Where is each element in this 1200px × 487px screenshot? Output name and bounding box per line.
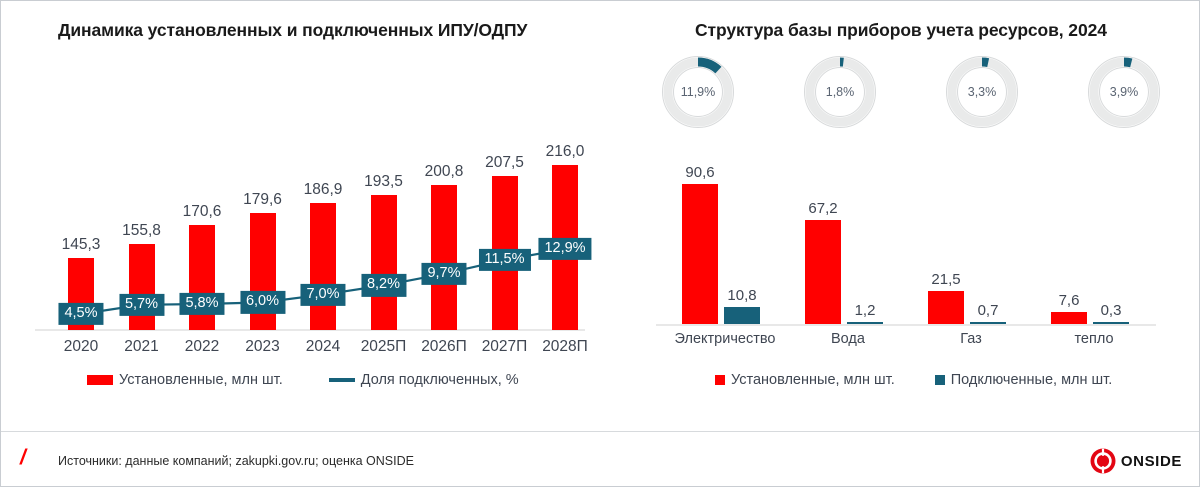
x-axis-label: 2027П <box>481 338 528 355</box>
legend-item-connected-right: Подключенные, млн шт. <box>934 372 1113 388</box>
legend-label-installed: Установленные, млн шт. <box>119 372 283 388</box>
category-label: Газ <box>960 331 982 347</box>
connected-bar: 0,3 <box>1093 302 1129 324</box>
donut-value-label: 1,8% <box>825 85 855 99</box>
connected-share-value-label: 5,7% <box>118 293 165 316</box>
x-axis-label: 2020 <box>63 338 99 355</box>
donut-ring-icon <box>662 56 734 128</box>
bar-value-label: 155,8 <box>122 222 161 240</box>
bar-value-label: 21,5 <box>931 270 961 288</box>
donut-gauge: 3,3% <box>945 55 1019 129</box>
legend-label-installed-right: Установленные, млн шт. <box>731 372 895 388</box>
bar-value-label: 179,6 <box>243 190 282 208</box>
onside-logo: ONSIDE <box>1090 448 1182 474</box>
left-chart-axis <box>35 329 585 331</box>
donut-value-label: 11,9% <box>680 85 716 99</box>
teal-square-swatch-icon <box>934 375 945 385</box>
connected-bar: 0,7 <box>970 302 1006 324</box>
bar-value-label: 170,6 <box>182 202 222 220</box>
x-axis-label: 2023 <box>245 338 280 355</box>
left-chart-x-labels: 2020 2021 2022 2023 2024 2025П 2026П 2027П 2028П <box>31 56 591 396</box>
right-chart-category-labels: Электричество Вода Газ тепло <box>656 141 1156 347</box>
connected-share-value-label: 7,0% <box>300 283 346 306</box>
bar-value-label: 90,6 <box>685 164 715 181</box>
x-axis-label: 2025П <box>360 338 407 355</box>
connected-share-value-label: 8,2% <box>360 274 407 297</box>
connected-share-value-label: 11,5% <box>478 248 531 271</box>
legend-label-connected-right: Подключенные, млн шт. <box>950 372 1113 388</box>
category-label: Вода <box>831 331 865 347</box>
installed-bar: 7,6 <box>1051 292 1087 324</box>
teal-line-swatch-icon <box>328 378 355 382</box>
legend-item-installed-right: Установленные, млн шт. <box>715 372 895 388</box>
donut-value-label: 3,9% <box>1109 85 1139 99</box>
donut-gauge: 3,9% <box>1087 55 1161 129</box>
legend-label-connected-share: Доля подключенных, % <box>360 372 519 388</box>
x-axis-label: 2021 <box>124 338 159 355</box>
category-label: тепло <box>1074 331 1114 347</box>
bar-value-label: 216,0 <box>545 143 585 160</box>
x-axis-label: 2026П <box>421 338 467 355</box>
connected-share-value-label: 9,7% <box>421 262 467 285</box>
source-note: Источники: данные компаний; zakupki.gov.… <box>58 454 414 468</box>
bar-value-label: 1,2 <box>854 302 876 319</box>
brand-slash-mark: / <box>20 446 26 469</box>
right-chart-axis <box>656 324 1156 326</box>
legend-item-installed: Установленные, млн шт. <box>87 372 283 388</box>
connected-bar: 10,8 <box>724 287 760 324</box>
right-chart-legend: Установленные, млн шт. Подключенные, млн… <box>715 372 1112 388</box>
connected-share-value-label: 12,9% <box>538 237 592 261</box>
bar-value-label: 0,7 <box>977 302 999 319</box>
x-axis-label: 2024 <box>305 338 341 355</box>
connected-bar: 1,2 <box>847 302 883 324</box>
red-bar-swatch-icon <box>87 375 113 385</box>
right-grouped-bar-chart: 90,6 10,8 67,2 1,2 21,5 0,7 7,6 0,3 Электричест… <box>656 141 1156 347</box>
installed-bar: 21,5 <box>928 271 964 324</box>
left-chart-percent-labels: 4,5% 5,7% 5,8% 6,0% 7,0% 8,2% 9,7% 11,5% 12,9% <box>31 56 592 396</box>
bar-value-label: 200,8 <box>424 162 464 180</box>
category-label: Электричество <box>674 331 776 347</box>
onside-logo-text: ONSIDE <box>1120 452 1182 470</box>
bar-value-label: 186,9 <box>303 181 343 199</box>
installed-bar: 90,6 <box>682 164 718 324</box>
donut-gauge-row: 11,9% 1,8% 3,3% 3,9% <box>661 53 1161 131</box>
donut-gauge: 1,8% <box>803 55 877 129</box>
x-axis-label: 2028П <box>542 338 588 355</box>
bar-value-label: 207,5 <box>485 154 524 172</box>
bar-value-label: 67,2 <box>808 200 838 218</box>
installed-bar: 67,2 <box>805 200 841 324</box>
bar-value-label: 193,5 <box>364 172 403 190</box>
connected-share-value-label: 4,5% <box>58 302 104 326</box>
onside-circle-icon <box>1090 448 1116 474</box>
connected-share-value-label: 6,0% <box>239 291 286 314</box>
donut-ring-icon <box>946 56 1018 128</box>
donut-ring-icon <box>1088 56 1160 128</box>
footer-divider <box>1 431 1199 432</box>
right-chart-bar-groups: 90,6 10,8 67,2 1,2 21,5 0,7 7,6 0,3 <box>656 141 1156 341</box>
connected-share-value-label: 5,8% <box>179 292 225 316</box>
left-chart-legend: Установленные, млн шт. Доля подключенных… <box>87 372 519 388</box>
left-chart-title: Динамика установленных и подключенных ИП… <box>58 20 528 40</box>
left-bar-line-chart: 145,3 155,8 170,6 179,6 186,9 193,5 200,8 207,5… <box>31 56 592 396</box>
donut-value-label: 3,3% <box>967 85 997 99</box>
bar-value-label: 10,8 <box>727 287 757 305</box>
bar-value-label: 0,3 <box>1100 302 1122 319</box>
bar-value-label: 7,6 <box>1058 292 1080 310</box>
legend-item-connected-share: Доля подключенных, % <box>328 372 519 388</box>
donut-ring-icon <box>804 56 876 128</box>
donut-gauge: 11,9% <box>661 55 735 129</box>
x-axis-label: 2022 <box>184 338 220 355</box>
red-square-swatch-icon <box>715 375 725 385</box>
right-chart-title: Структура базы приборов учета ресурсов, … <box>695 20 1107 40</box>
